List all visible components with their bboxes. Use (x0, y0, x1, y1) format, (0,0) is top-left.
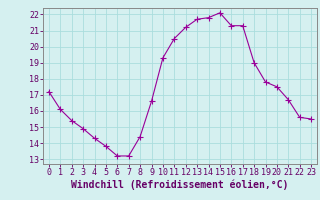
X-axis label: Windchill (Refroidissement éolien,°C): Windchill (Refroidissement éolien,°C) (71, 180, 289, 190)
